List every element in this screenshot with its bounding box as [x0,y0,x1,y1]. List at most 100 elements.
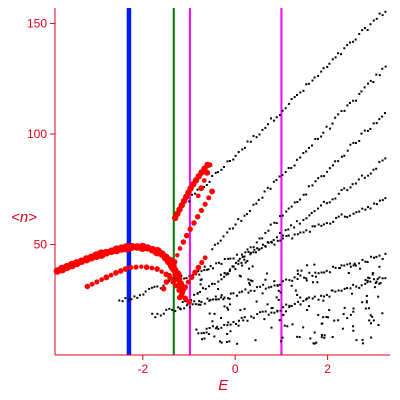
data-point [364,260,367,263]
data-point [325,316,328,319]
data-point [186,304,189,307]
data-point [247,250,250,253]
data-point [323,175,326,178]
data-point [180,239,187,245]
data-point [325,125,328,128]
data-point [270,311,273,314]
data-point [375,280,378,283]
data-point [234,154,237,157]
data-point [323,271,326,274]
data-point [328,167,331,170]
data-point [249,251,252,254]
data-point [363,176,366,179]
data-point [358,139,361,142]
data-point [367,276,370,279]
data-point [215,262,218,265]
data-point [267,286,270,289]
data-point [384,65,387,68]
data-point [203,302,206,305]
data-point [200,301,203,304]
data-point [143,264,150,270]
data-point [381,257,384,260]
data-point [311,297,314,300]
data-point [173,283,179,289]
data-point [257,198,260,201]
data-point [354,182,357,185]
data-point [263,318,266,321]
data-point [317,272,320,275]
data-point [308,305,311,308]
data-point [205,183,208,186]
data-point [227,272,230,275]
data-point [249,246,252,249]
data-point [255,251,258,254]
data-point [229,303,232,306]
data-point [121,300,124,303]
data-point [202,332,205,335]
data-point [381,277,384,280]
data-point [159,314,162,317]
data-point [297,300,300,303]
data-point [321,322,324,325]
data-point [270,307,273,310]
data-point [373,286,376,289]
data-point [349,265,352,268]
data-point [226,160,229,163]
data-point [203,337,206,340]
data-point [118,299,121,302]
data-point [372,122,375,125]
data-point [384,10,387,13]
data-point [264,231,267,234]
data-point [366,281,369,284]
data-point [201,338,204,341]
data-point [215,298,218,301]
data-point [214,171,217,174]
data-point [258,237,261,240]
data-point [281,109,284,112]
data-point [349,287,352,290]
y-tick-label: 100 [27,127,47,141]
data-point [370,255,373,258]
data-point [232,158,235,161]
data-point [371,272,374,275]
data-point [227,321,230,324]
data-point [197,270,200,273]
data-point [272,119,275,122]
data-point [263,190,266,193]
data-point [343,154,346,157]
data-point [369,23,372,26]
data-point [237,324,240,327]
data-point [252,246,255,249]
data-point [322,316,325,319]
data-point [365,294,368,297]
data-point [213,312,216,315]
data-point [320,294,323,297]
data-point [282,314,285,317]
data-point [375,203,378,206]
data-point [252,251,255,254]
data-point [309,337,312,340]
data-point [246,319,249,322]
data-point [288,279,291,282]
data-point [209,188,216,195]
data-point [246,260,249,263]
data-point [343,287,346,290]
data-point [296,233,299,236]
data-point [298,336,301,339]
data-point [343,109,346,112]
data-point [228,297,231,300]
data-point [372,19,375,22]
data-point [295,220,298,223]
data-point [213,282,216,285]
data-point [206,297,209,300]
data-point [203,265,206,268]
data-point [195,328,198,331]
data-point [207,162,213,168]
data-point [181,300,184,303]
data-point [240,219,243,222]
data-point [196,188,199,191]
data-point [347,271,350,274]
data-point [275,222,278,225]
data-point [151,312,154,315]
data-point [337,192,340,195]
